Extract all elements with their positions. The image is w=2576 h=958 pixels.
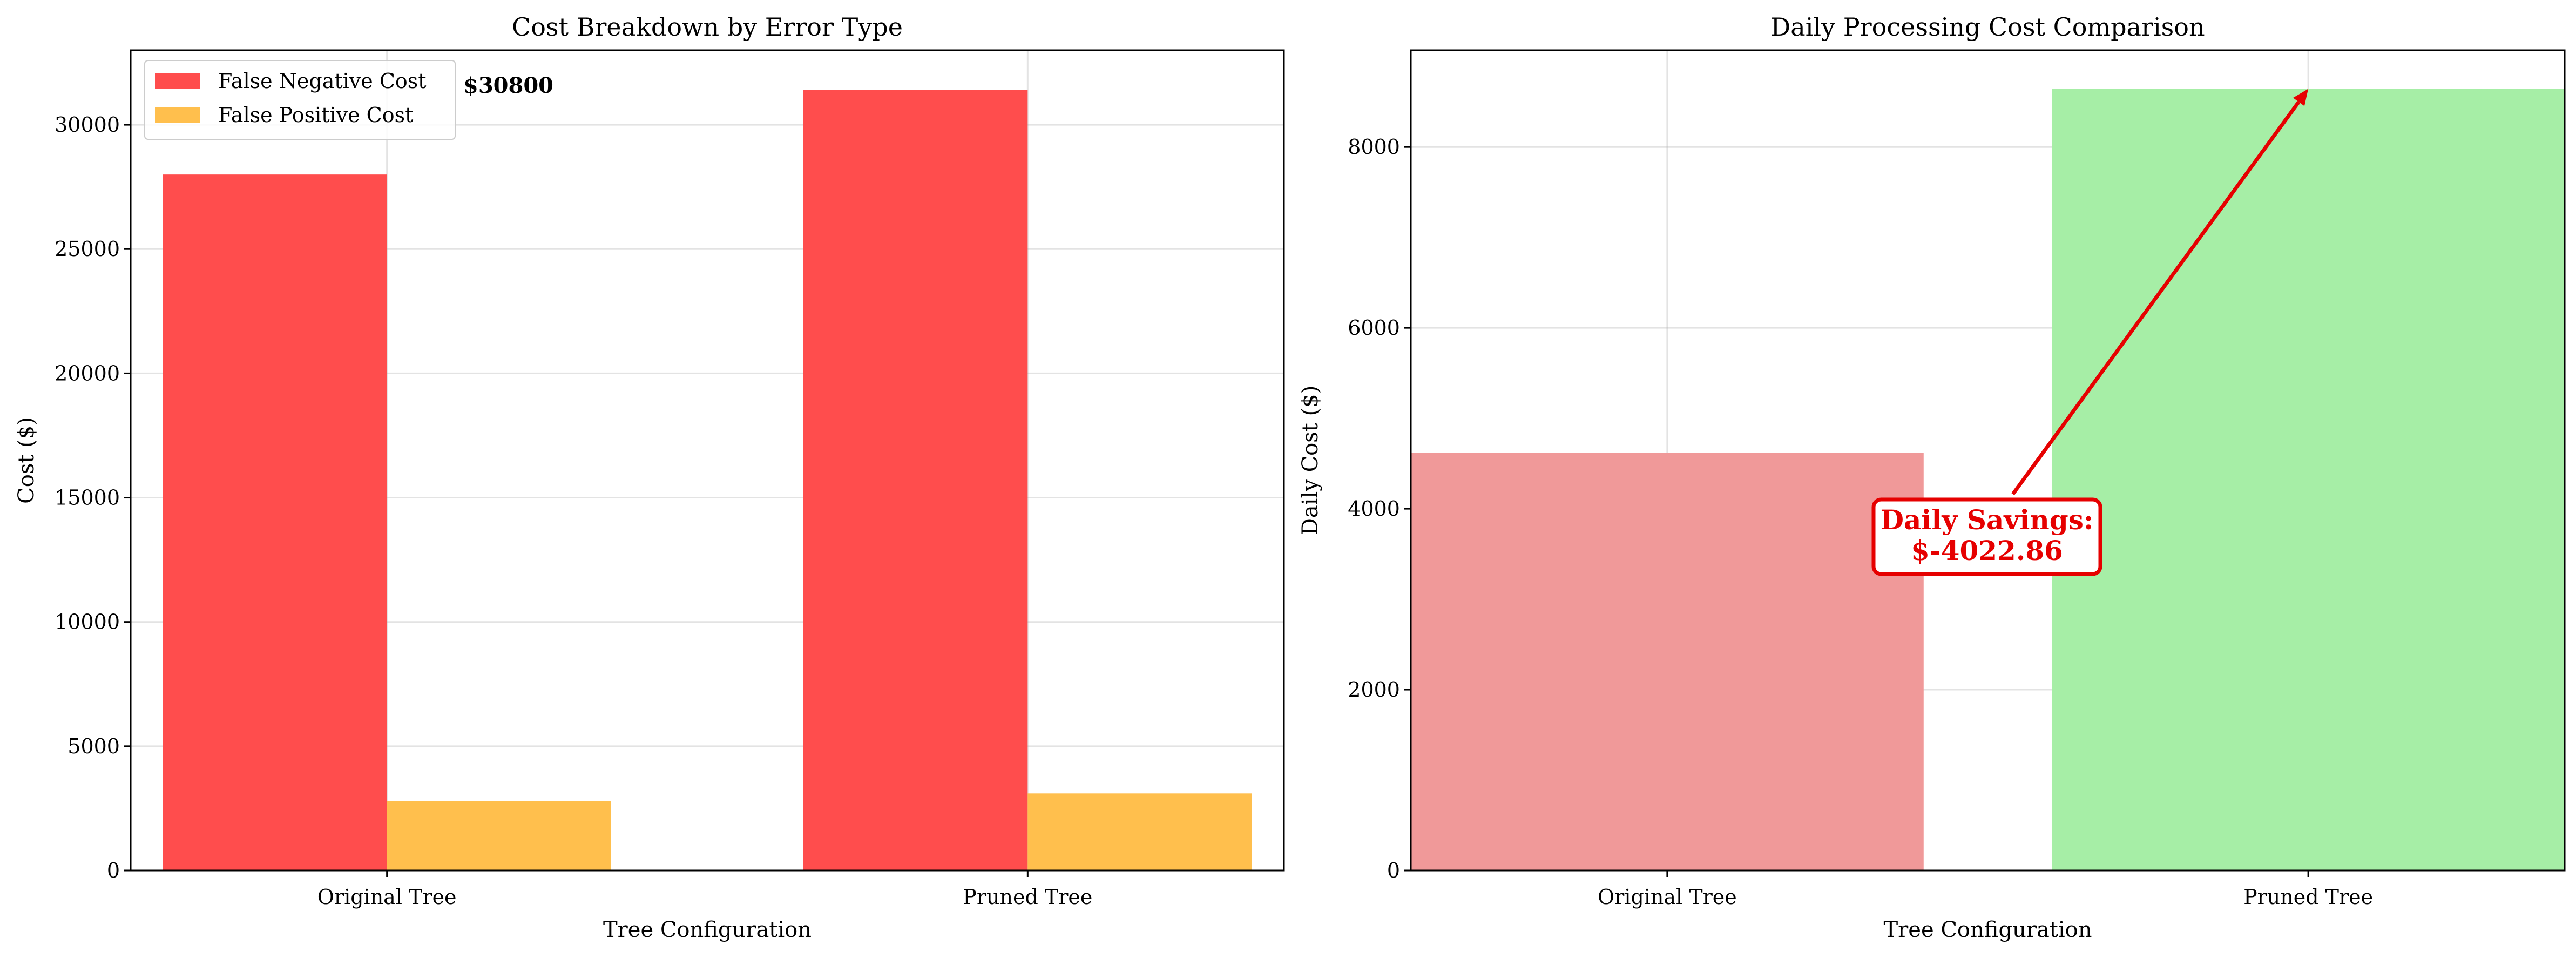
legend-box [144, 60, 456, 140]
plot-frame [1410, 49, 2566, 872]
annotation-arrow [2011, 100, 2301, 496]
daily-cost-chart: 0 2000 4000 6000 8000 Original Tree Pruned Tre… [1298, 12, 2566, 942]
bars [163, 90, 1252, 871]
chart-title: Cost Breakdown by Error Type [512, 12, 903, 42]
bar-false-positive-cost-original-tree [387, 801, 611, 871]
ticks: 0 5000 10000 15000 20000 25000 30000 Original T… [55, 113, 1092, 909]
legend-swatch-false-positive [155, 107, 200, 123]
y-tick-label: 2000 [1348, 678, 1400, 701]
x-tick-label-original-tree: Original Tree [317, 885, 457, 909]
y-tick-label: 6000 [1348, 316, 1400, 340]
savings-annotation: Daily Savings: $-4022.86 [1871, 89, 2309, 576]
arrow-head-icon [2293, 89, 2309, 106]
legend-swatch-false-negative [155, 73, 200, 89]
y-tick-label: 10000 [55, 610, 120, 634]
total-cost-annotation: $30800 [463, 73, 553, 98]
x-tick-label-pruned-tree: Pruned Tree [2243, 885, 2373, 909]
ticks: 0 2000 4000 6000 8000 Original Tree Pruned Tre… [1348, 135, 2373, 909]
y-tick-label: 20000 [55, 361, 120, 385]
annotation-line-2: $-4022.86 [1911, 535, 2063, 566]
y-tick-label: 4000 [1348, 497, 1400, 521]
bar-false-negative-cost-pruned-tree [803, 90, 1028, 871]
annotation-box [1871, 497, 2102, 576]
y-tick-label: 0 [107, 859, 120, 882]
y-tick-label: 5000 [67, 734, 120, 758]
y-tick-label: 15000 [55, 486, 120, 510]
cost-breakdown-chart: 0 5000 10000 15000 20000 25000 30000 Original T… [14, 12, 1285, 942]
chart-title: Daily Processing Cost Comparison [1770, 12, 2205, 42]
x-tick-label-original-tree: Original Tree [1598, 885, 1737, 909]
y-tick-label: 8000 [1348, 135, 1400, 159]
x-axis-label: Tree Configuration [1883, 917, 2092, 942]
legend-label-false-negative: False Negative Cost [218, 69, 427, 93]
y-tick-label: 25000 [55, 237, 120, 261]
legend-label-false-positive: False Positive Cost [218, 103, 413, 127]
x-axis-label: Tree Configuration [603, 917, 812, 942]
bars [1411, 89, 2565, 871]
annotation-line-1: Daily Savings: [1881, 504, 2094, 536]
y-tick-label: 0 [1387, 859, 1400, 882]
y-axis-label: Cost ($) [14, 417, 39, 504]
bar-pruned-tree [2052, 89, 2565, 871]
legend: False Negative Cost False Positive Cost [144, 60, 456, 140]
plot-frame [130, 49, 1285, 872]
bar-original-tree [1411, 453, 1924, 871]
y-tick-label: 30000 [55, 113, 120, 137]
x-tick-label-pruned-tree: Pruned Tree [963, 885, 1092, 909]
bar-false-positive-cost-pruned-tree [1027, 793, 1252, 871]
y-axis-label: Daily Cost ($) [1298, 386, 1323, 535]
bar-false-negative-cost-original-tree [163, 174, 387, 871]
